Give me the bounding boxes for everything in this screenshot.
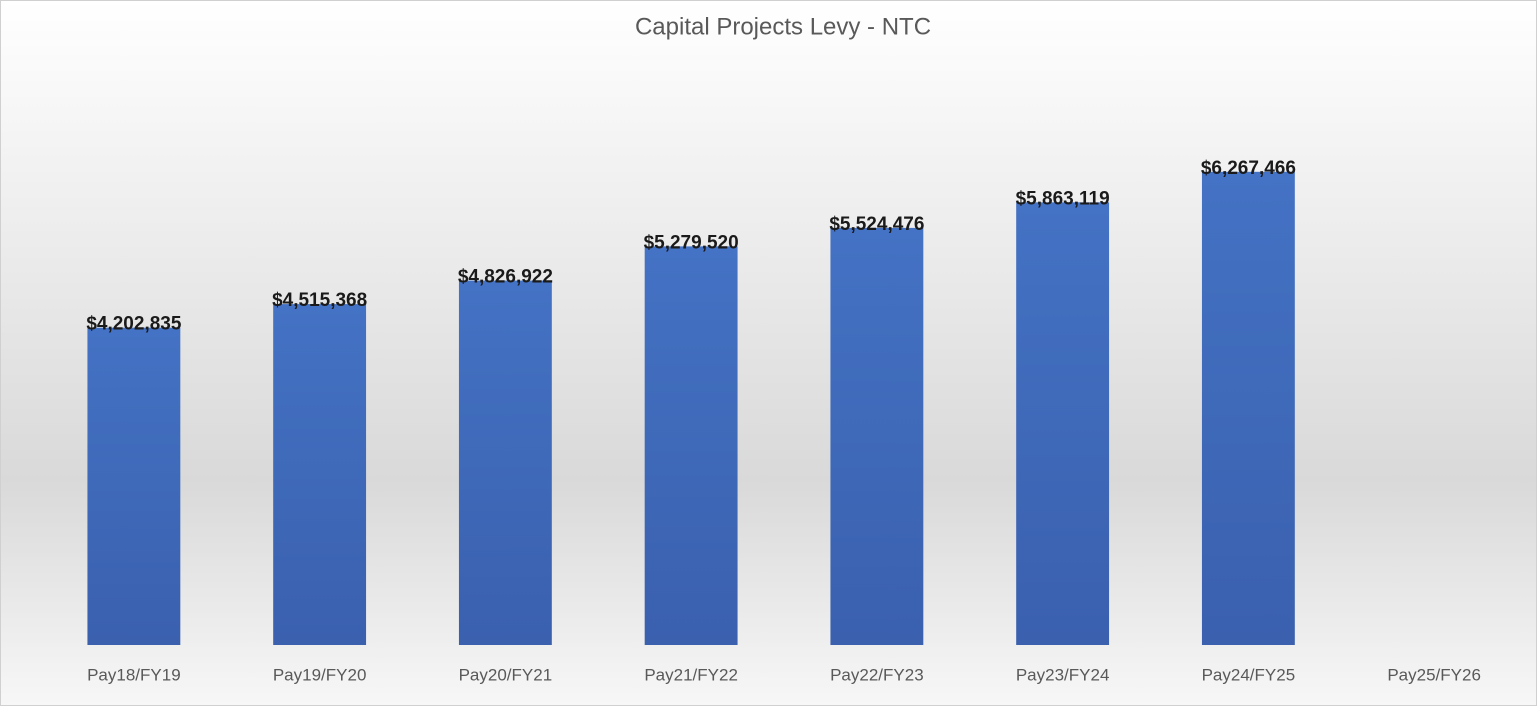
bar — [273, 304, 367, 645]
x-tick-label: Pay19/FY20 — [273, 665, 367, 684]
x-tick-label: Pay25/FY26 — [1387, 665, 1481, 684]
data-label: $4,515,368 — [272, 290, 367, 311]
x-tick-label: Pay23/FY24 — [1016, 665, 1110, 684]
chart-title: Capital Projects Levy - NTC — [635, 13, 931, 40]
data-label: $5,524,476 — [829, 214, 924, 235]
bar — [458, 280, 552, 645]
data-label: $6,267,466 — [1201, 158, 1296, 179]
data-label: $5,863,119 — [1016, 188, 1110, 209]
data-label: $4,202,835 — [86, 314, 182, 335]
x-tick-label: Pay20/FY21 — [459, 665, 553, 684]
bar — [1016, 202, 1110, 645]
x-tick-label: Pay21/FY22 — [644, 665, 738, 684]
bar — [644, 246, 738, 645]
x-tick-label: Pay24/FY25 — [1202, 665, 1296, 684]
x-tick-label: Pay18/FY19 — [87, 665, 181, 684]
bar — [830, 227, 924, 645]
bar — [87, 327, 181, 645]
data-label: $4,826,922 — [458, 267, 553, 288]
x-tick-label: Pay22/FY23 — [830, 665, 924, 684]
data-label: $5,279,520 — [644, 232, 739, 253]
bar — [1201, 171, 1295, 645]
